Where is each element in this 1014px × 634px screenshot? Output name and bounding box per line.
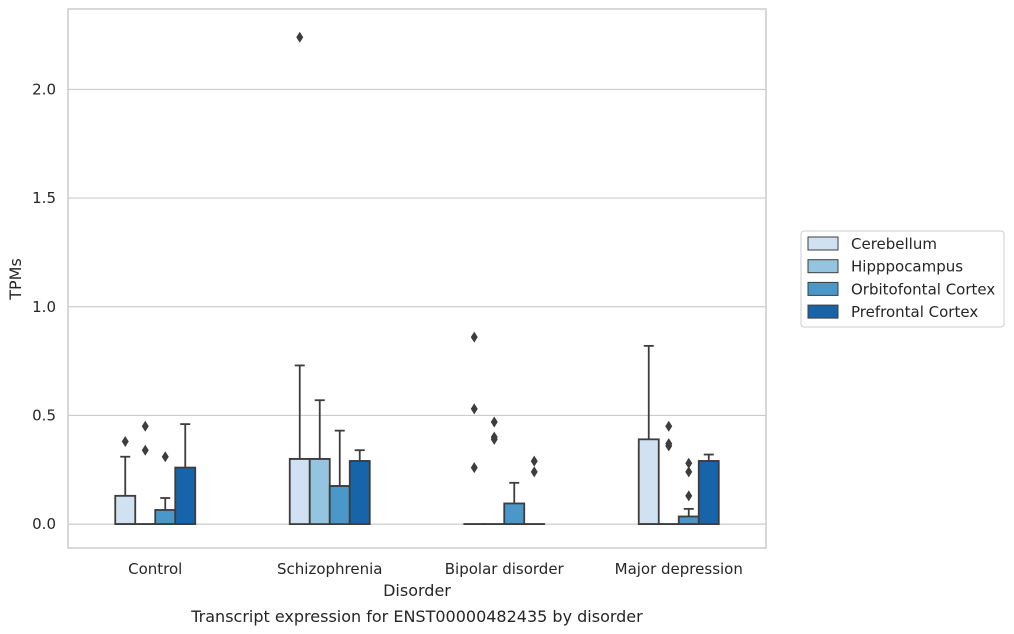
outlier-marker: [141, 444, 149, 456]
box-prefrontal-cortex: [697, 453, 720, 525]
box: [174, 466, 197, 525]
box-prefrontal-cortex: [174, 423, 197, 525]
legend-label: Hipppocampus: [851, 258, 963, 276]
y-axis-label: TPMs: [6, 258, 25, 301]
box: [308, 457, 331, 525]
box: [288, 457, 311, 525]
plot-boxes: [114, 31, 720, 526]
box: [677, 515, 700, 525]
x-axis-ticks: Control Schizophrenia Bipolar disorder Majo…: [128, 560, 743, 578]
x-tick-label: Major depression: [615, 560, 743, 578]
legend-swatch: [807, 304, 839, 319]
box: [637, 438, 660, 525]
legend: Cerebellum Hipppocampus Orbitofontal Corte…: [800, 230, 1005, 328]
outlier-marker: [685, 490, 693, 502]
outlier-marker: [121, 436, 129, 448]
y-tick-label: 0.0: [32, 515, 56, 533]
outlier-marker: [665, 420, 673, 432]
outlier-marker: [685, 466, 693, 478]
legend-label: Cerebellum: [851, 235, 937, 253]
y-tick-label: 1.5: [32, 189, 56, 207]
legend-label: Orbitofontal Cortex: [851, 280, 995, 298]
box-hipppocampus: [483, 416, 506, 526]
plot-area: [67, 8, 767, 549]
box-cerebellum: [637, 344, 660, 525]
box-prefrontal-cortex: [348, 449, 371, 525]
x-tick-label: Control: [128, 560, 182, 578]
box-cerebellum: [288, 31, 311, 525]
box-orbitofontal-cortex: [503, 481, 526, 525]
box-orbitofontal-cortex: [328, 429, 351, 525]
y-tick-label: 0.5: [32, 406, 56, 424]
outlier-marker: [665, 438, 673, 450]
box-hipppocampus: [657, 420, 680, 526]
box-prefrontal-cortex: [523, 455, 546, 526]
outlier-marker: [490, 416, 498, 428]
y-axis-ticks: 0.0 0.5 1.0 1.5 2.0: [32, 80, 56, 533]
outlier-marker: [161, 451, 169, 463]
legend-label: Prefrontal Cortex: [851, 303, 978, 321]
box-cerebellum: [463, 331, 486, 526]
x-axis-label: Disorder: [383, 581, 451, 600]
box: [154, 509, 177, 525]
x-tick-label: Bipolar disorder: [445, 560, 565, 578]
box-cerebellum: [114, 436, 137, 525]
outlier-marker: [530, 455, 538, 467]
legend-swatch: [807, 236, 839, 251]
outlier-marker: [490, 431, 498, 443]
box: [114, 494, 137, 525]
legend-swatch: [807, 281, 839, 296]
grid-lines: [68, 88, 766, 525]
outlier-marker: [141, 420, 149, 432]
legend-swatch: [807, 259, 839, 274]
outlier-marker: [470, 403, 478, 415]
y-tick-label: 2.0: [32, 80, 56, 98]
box: [697, 460, 720, 525]
outlier-marker: [470, 462, 478, 474]
legend-frame: [800, 230, 1005, 328]
outlier-marker: [296, 31, 304, 43]
outlier-marker: [470, 331, 478, 343]
box-hipppocampus: [134, 420, 157, 526]
box: [328, 485, 351, 525]
box: [348, 460, 371, 525]
box-orbitofontal-cortex: [677, 457, 700, 525]
box: [503, 502, 526, 525]
x-tick-label: Schizophrenia: [277, 560, 382, 578]
box-orbitofontal-cortex: [154, 451, 177, 525]
outlier-marker: [530, 466, 538, 478]
y-tick-label: 1.0: [32, 298, 56, 316]
box-hipppocampus: [308, 399, 331, 525]
outlier-marker: [685, 457, 693, 469]
chart-caption: Transcript expression for ENST0000048243…: [190, 607, 643, 626]
